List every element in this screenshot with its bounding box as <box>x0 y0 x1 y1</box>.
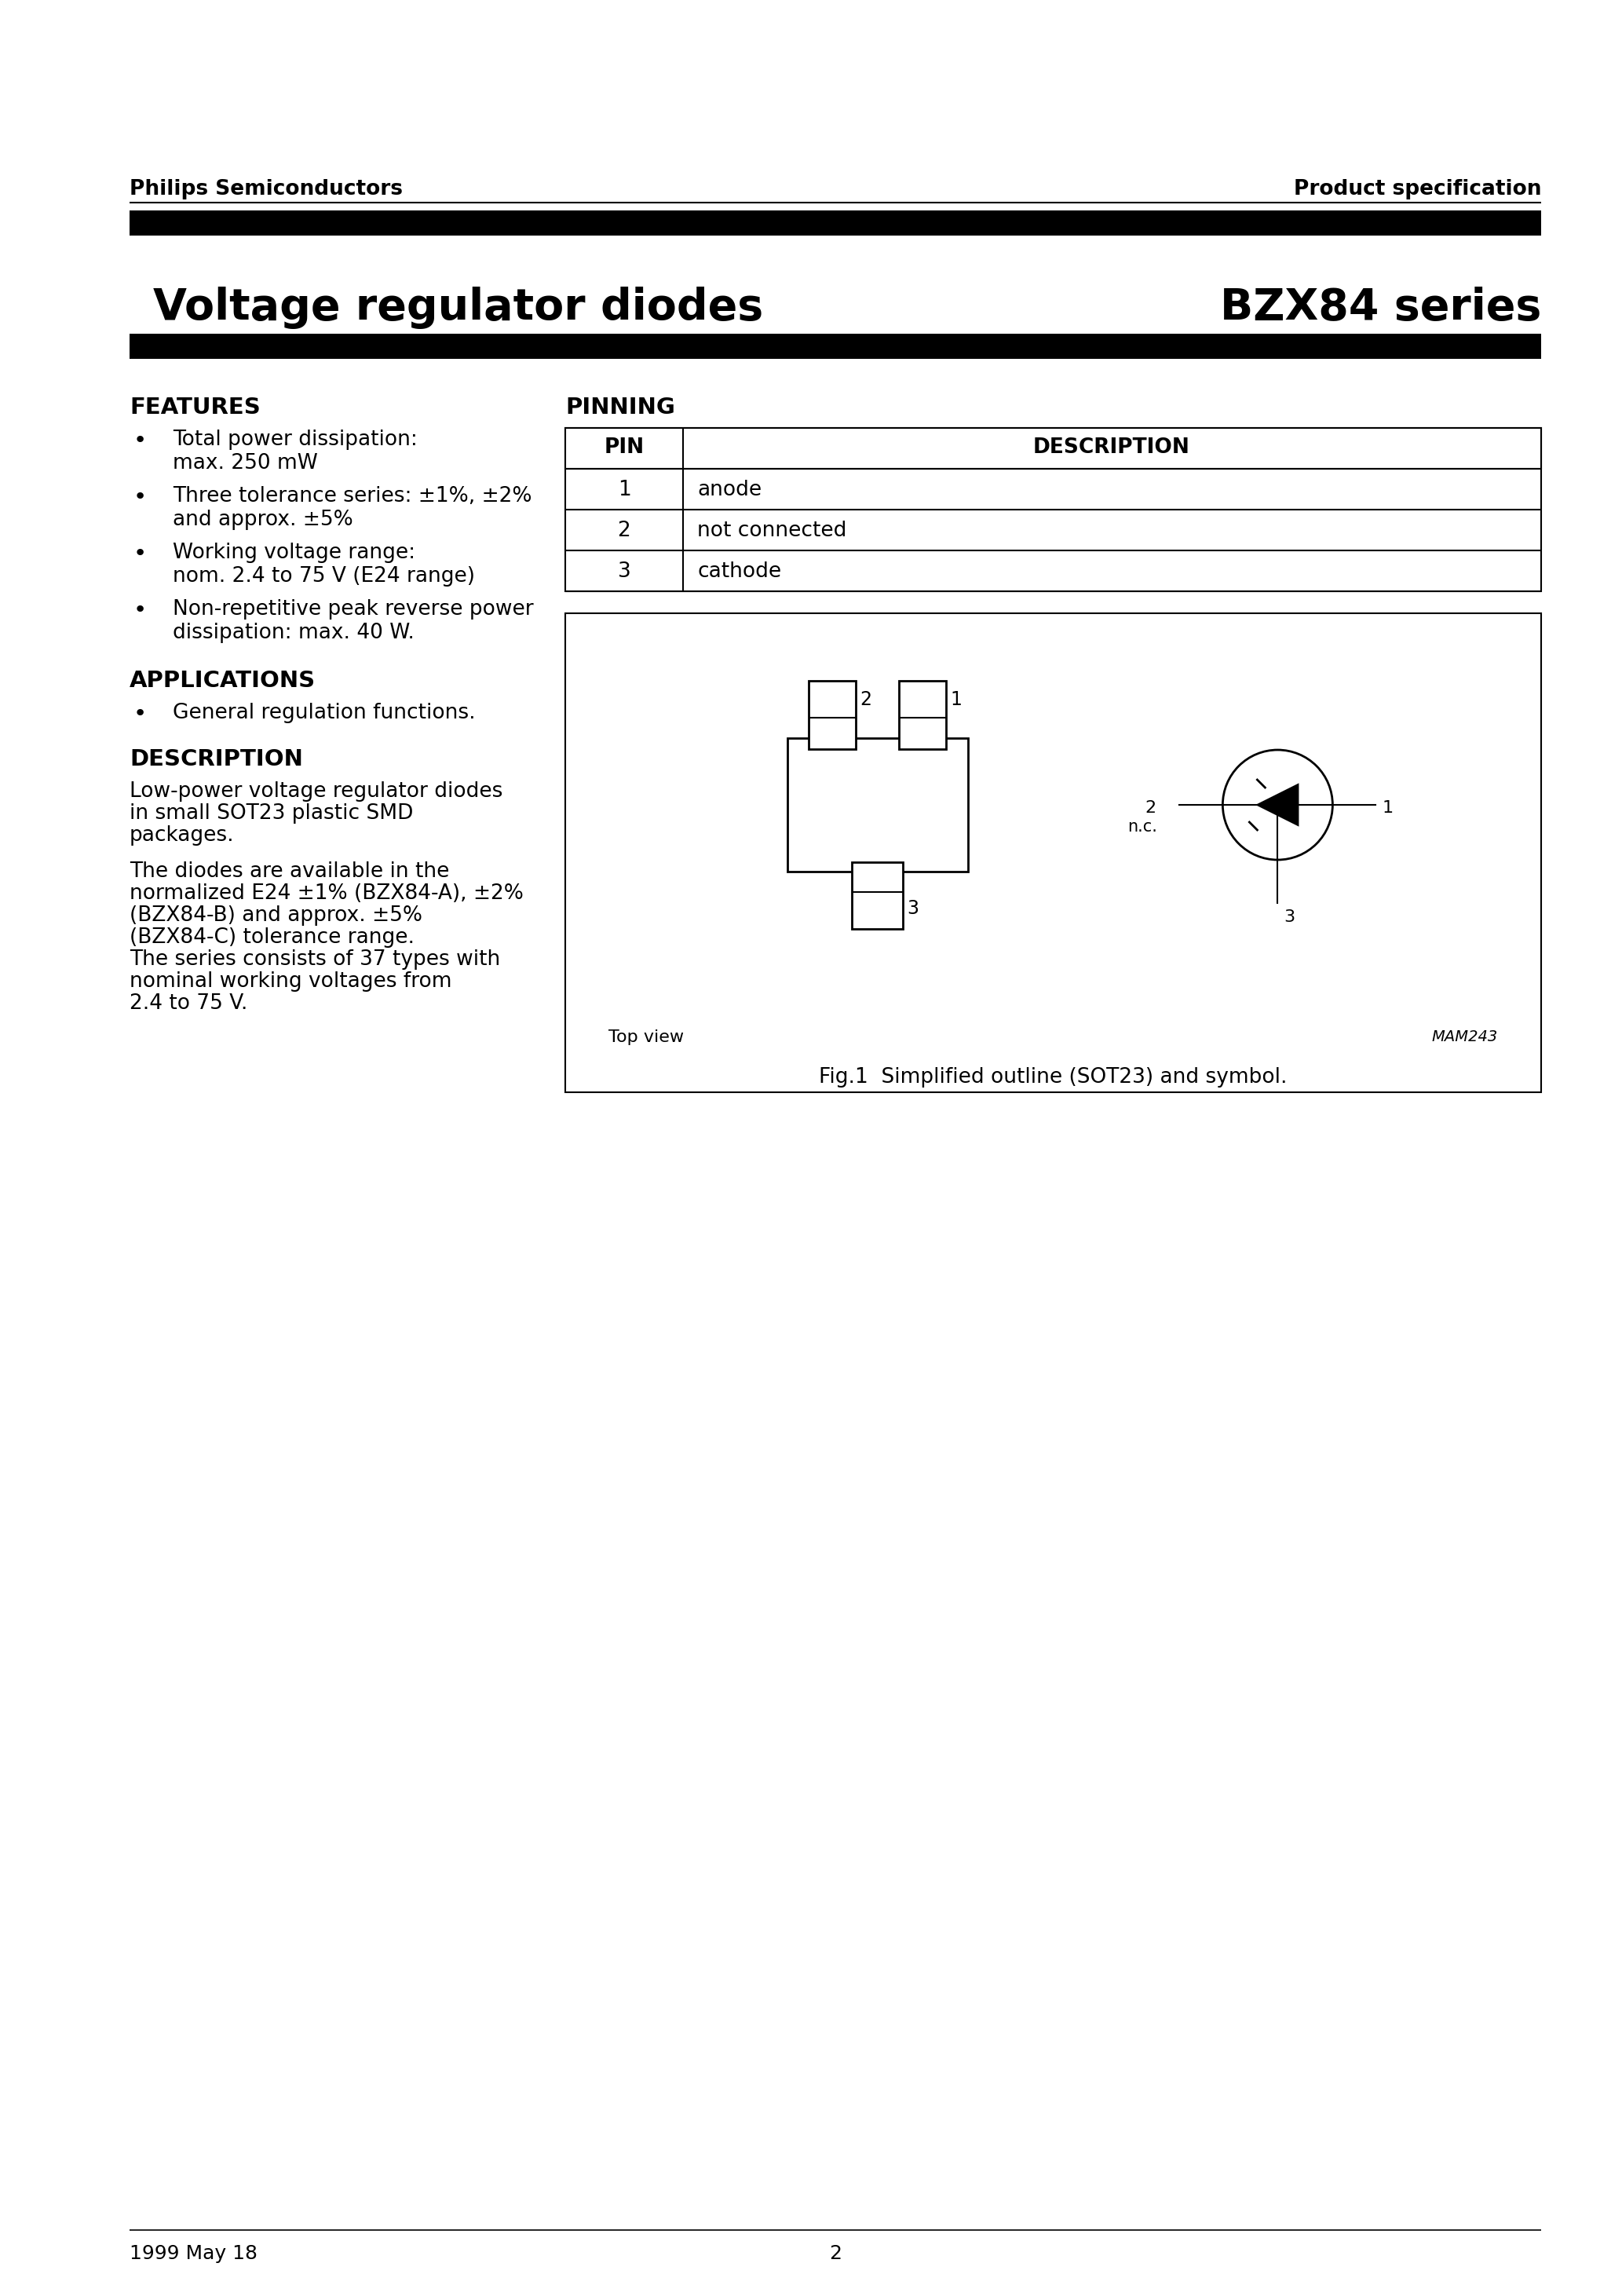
Text: 3: 3 <box>907 900 918 918</box>
Bar <box>809 682 856 748</box>
Polygon shape <box>1257 785 1298 824</box>
Text: Low-power voltage regulator diodes: Low-power voltage regulator diodes <box>130 781 503 801</box>
Text: 1: 1 <box>618 480 631 501</box>
Text: •: • <box>133 703 148 726</box>
Text: Fig.1  Simplified outline (SOT23) and symbol.: Fig.1 Simplified outline (SOT23) and sym… <box>819 1068 1286 1088</box>
Text: nominal working voltages from: nominal working voltages from <box>130 971 453 992</box>
Bar <box>564 613 1541 1093</box>
Bar <box>852 863 903 930</box>
Text: 1: 1 <box>950 691 962 709</box>
Text: •: • <box>133 599 148 622</box>
Text: BZX84 series: BZX84 series <box>1220 287 1541 328</box>
Text: anode: anode <box>697 480 762 501</box>
Text: •: • <box>133 487 148 507</box>
Text: DESCRIPTION: DESCRIPTION <box>1033 436 1191 457</box>
Text: dissipation: max. 40 W.: dissipation: max. 40 W. <box>172 622 415 643</box>
Text: cathode: cathode <box>697 563 782 581</box>
Text: 1: 1 <box>1382 799 1393 815</box>
Bar <box>130 333 1541 358</box>
Text: MAM243: MAM243 <box>1432 1029 1499 1045</box>
Circle shape <box>1223 751 1333 859</box>
Text: PINNING: PINNING <box>564 397 675 418</box>
Bar <box>130 211 1541 236</box>
Text: n.c.: n.c. <box>1127 820 1158 836</box>
Text: Three tolerance series: ±1%, ±2%: Three tolerance series: ±1%, ±2% <box>172 487 532 507</box>
Text: •: • <box>133 429 148 452</box>
Text: max. 250 mW: max. 250 mW <box>172 452 318 473</box>
Text: 2: 2 <box>1145 799 1156 815</box>
Text: not connected: not connected <box>697 521 847 542</box>
Bar <box>796 748 959 863</box>
Text: and approx. ±5%: and approx. ±5% <box>172 510 354 530</box>
Text: Top view: Top view <box>608 1029 684 1045</box>
Bar <box>564 427 1541 592</box>
Text: The diodes are available in the: The diodes are available in the <box>130 861 449 882</box>
Text: 3: 3 <box>618 563 631 581</box>
Text: FEATURES: FEATURES <box>130 397 261 418</box>
Text: Voltage regulator diodes: Voltage regulator diodes <box>152 287 764 328</box>
Text: nom. 2.4 to 75 V (E24 range): nom. 2.4 to 75 V (E24 range) <box>172 567 475 585</box>
Text: 2: 2 <box>829 2243 842 2264</box>
Text: Product specification: Product specification <box>1293 179 1541 200</box>
Text: 3: 3 <box>1285 909 1294 925</box>
Text: General regulation functions.: General regulation functions. <box>172 703 475 723</box>
Text: (BZX84-B) and approx. ±5%: (BZX84-B) and approx. ±5% <box>130 905 422 925</box>
Text: 1999 May 18: 1999 May 18 <box>130 2243 258 2264</box>
Text: Working voltage range:: Working voltage range: <box>172 542 415 563</box>
Text: Total power dissipation:: Total power dissipation: <box>172 429 417 450</box>
Bar <box>899 682 946 748</box>
Bar <box>787 737 968 872</box>
Text: packages.: packages. <box>130 824 235 845</box>
Text: in small SOT23 plastic SMD: in small SOT23 plastic SMD <box>130 804 414 824</box>
Text: PIN: PIN <box>603 436 644 457</box>
Text: 2: 2 <box>860 691 871 709</box>
Text: 2.4 to 75 V.: 2.4 to 75 V. <box>130 994 248 1015</box>
Text: APPLICATIONS: APPLICATIONS <box>130 670 316 691</box>
Text: normalized E24 ±1% (BZX84-A), ±2%: normalized E24 ±1% (BZX84-A), ±2% <box>130 884 524 905</box>
Text: DESCRIPTION: DESCRIPTION <box>130 748 303 769</box>
Text: The series consists of 37 types with: The series consists of 37 types with <box>130 948 500 969</box>
Text: Non-repetitive peak reverse power: Non-repetitive peak reverse power <box>172 599 534 620</box>
Text: •: • <box>133 542 148 565</box>
Bar <box>564 427 1541 468</box>
Text: 2: 2 <box>618 521 631 542</box>
Text: (BZX84-C) tolerance range.: (BZX84-C) tolerance range. <box>130 928 415 948</box>
Text: Philips Semiconductors: Philips Semiconductors <box>130 179 402 200</box>
